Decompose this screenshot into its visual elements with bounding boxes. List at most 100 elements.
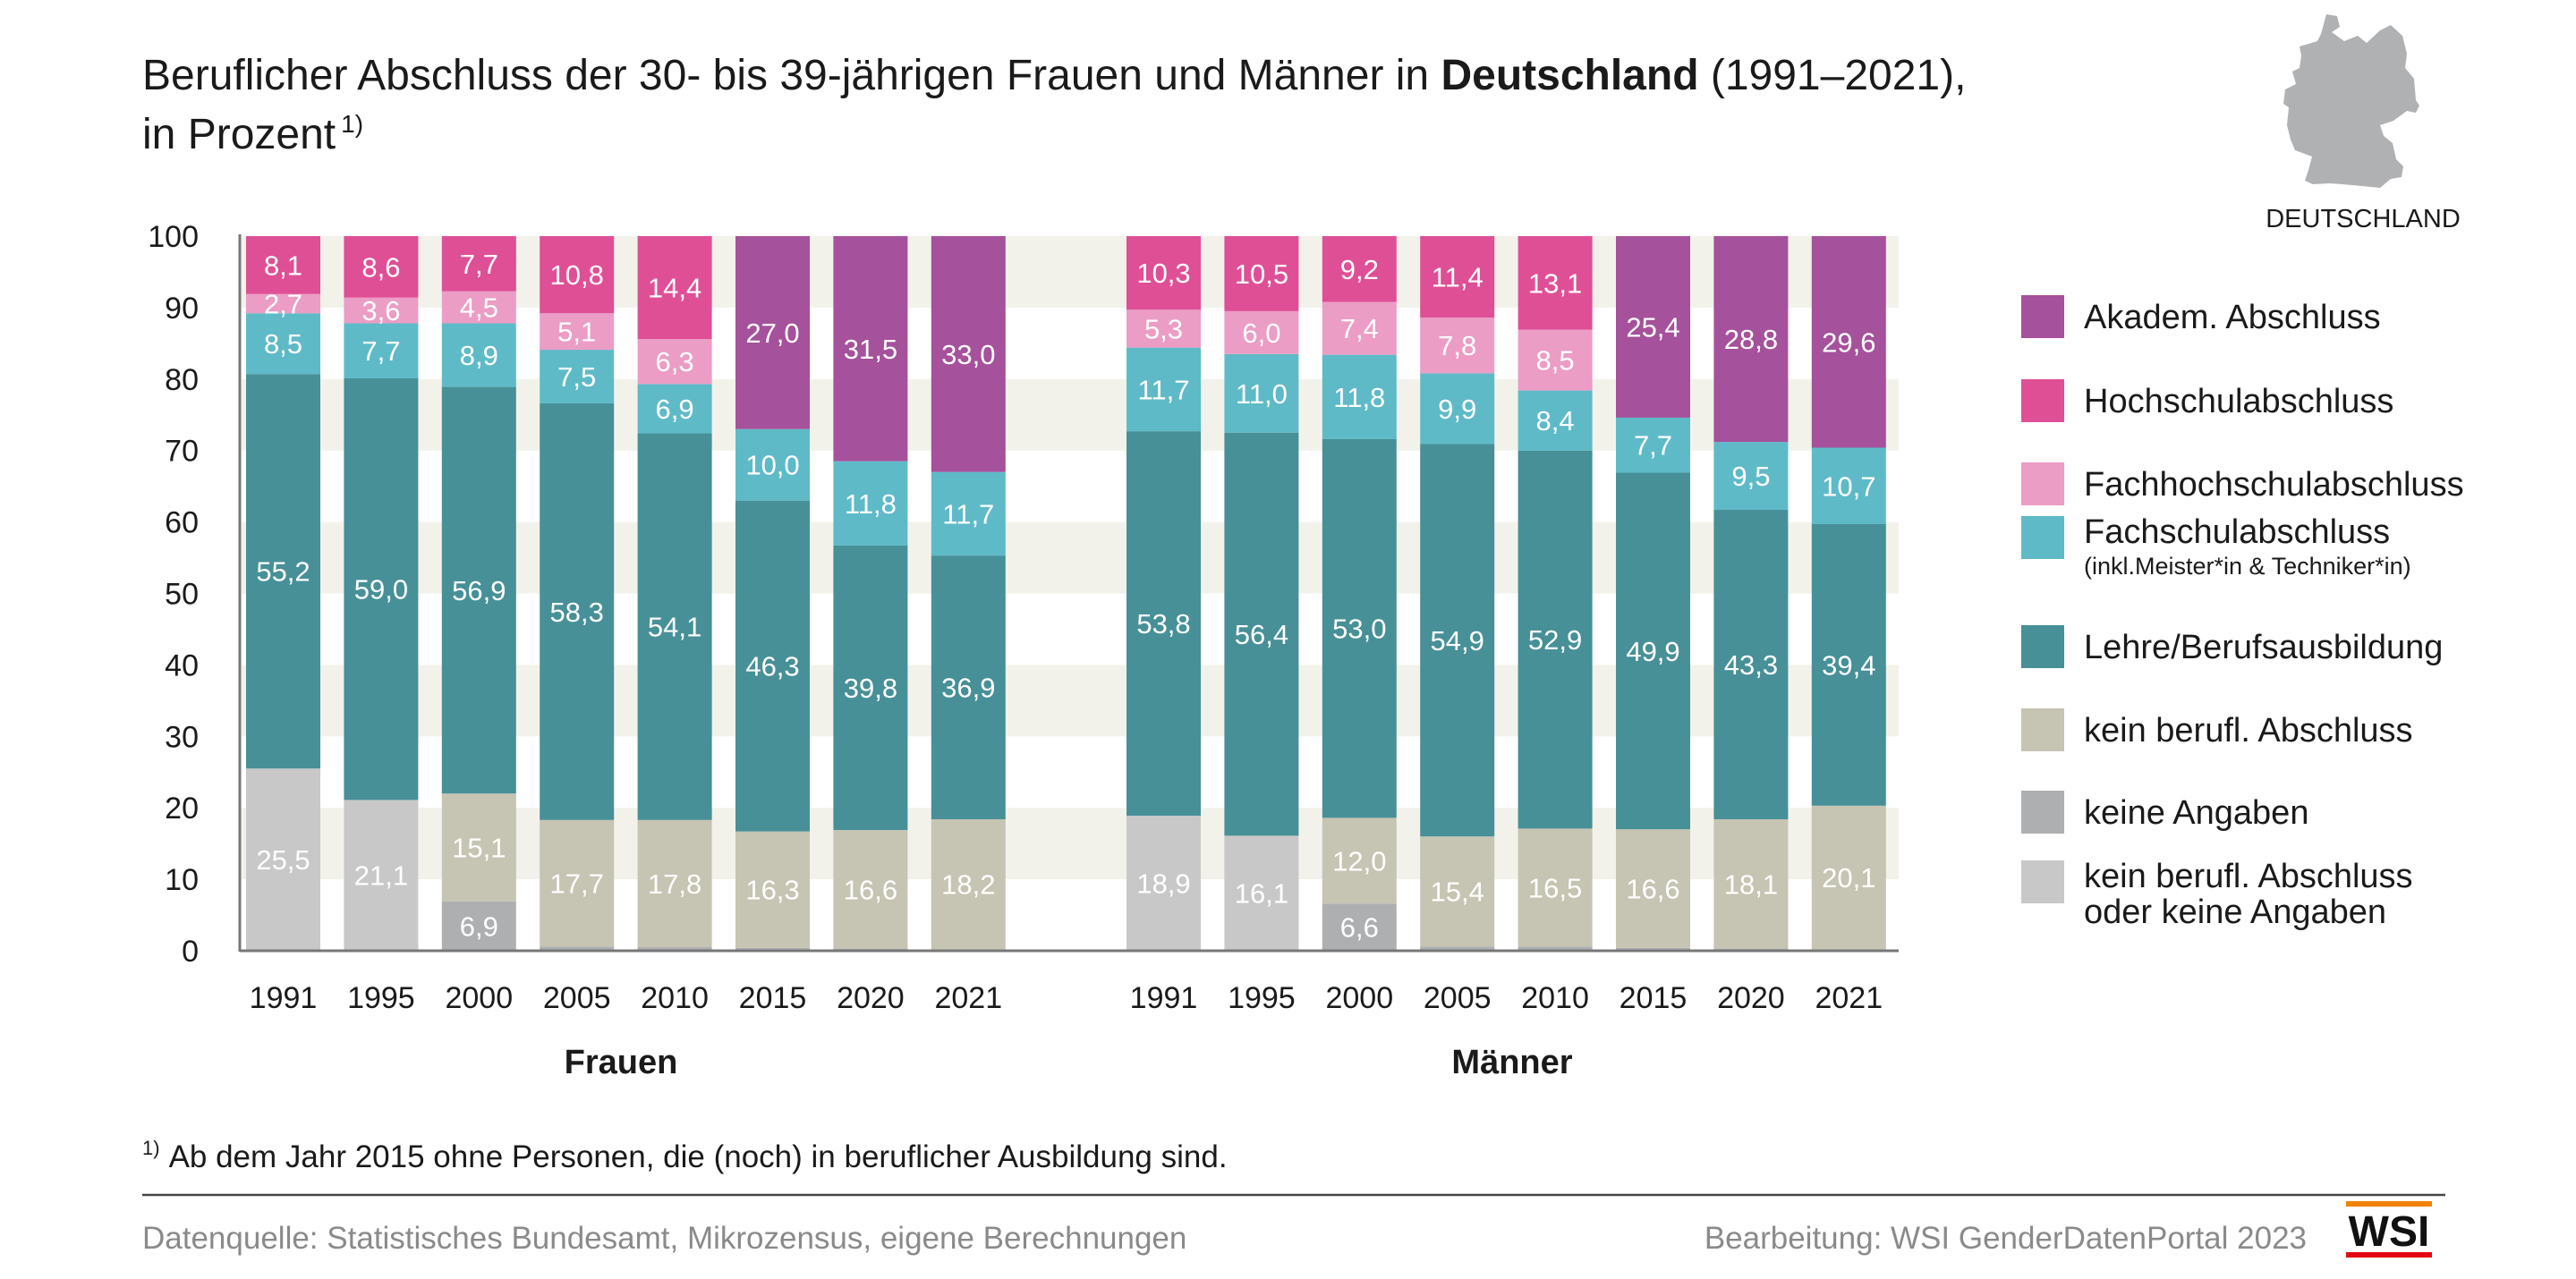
- legend-label: Fachschulabschluss: [2084, 513, 2390, 551]
- data-label: 8,5: [264, 328, 302, 360]
- bar-segment-fh: [441, 291, 516, 324]
- bar-segment-kombi: [246, 768, 320, 951]
- bar-segment-kein: [833, 829, 908, 949]
- bar-segment-fachschul: [637, 384, 712, 434]
- data-label: 49,9: [1626, 636, 1679, 667]
- bar-segment-lehre: [1713, 510, 1789, 819]
- stacked-bar: 17,8 54,1 6,9 6,3 14,4: [637, 236, 712, 951]
- bar-segment-kein: [1322, 817, 1397, 904]
- bar-segment-lehre: [1616, 472, 1690, 830]
- footnote: 1) Ab dem Jahr 2015 ohne Personen, die (n…: [142, 1137, 1228, 1174]
- data-label: 18,1: [1724, 868, 1778, 900]
- bar-segment-fachschul: [246, 313, 320, 375]
- bar-segment-kombi: [1224, 835, 1299, 951]
- legend-label: kein berufl. Abschluss: [2084, 858, 2413, 895]
- bar-segment-hs: [540, 236, 615, 314]
- x-tick-label: 2000: [445, 981, 513, 1015]
- bar-segment-hs: [1420, 236, 1495, 318]
- y-tick-label: 0: [182, 935, 199, 969]
- stacked-bar: 6,6 12,0 53,0 11,8 7,4 9,2: [1322, 236, 1397, 951]
- bar-segment-akad: [735, 236, 810, 429]
- data-label: 6,9: [460, 911, 498, 942]
- x-tick-label: 1991: [1130, 981, 1198, 1015]
- data-label: 7,7: [460, 249, 498, 280]
- legend-label: kein berufl. Abschluss: [2084, 712, 2413, 750]
- bar-segment-kombi: [1126, 815, 1201, 951]
- bar-segment-keine: [540, 946, 615, 951]
- data-label: 7,5: [557, 361, 596, 393]
- legend-label: Akadem. Abschluss: [2084, 299, 2381, 336]
- group-label-maenner: Männer: [1451, 1044, 1572, 1081]
- legend-item-kein: kein berufl. Abschluss: [2021, 708, 2413, 751]
- bar-segment-fachschul: [1420, 373, 1495, 445]
- bar-segment-fachschul: [1224, 353, 1299, 433]
- bar-segment-fachschul: [540, 350, 615, 403]
- bar-segment-lehre: [344, 378, 419, 800]
- legend-swatch: [2021, 625, 2064, 668]
- x-tick-label: 2010: [641, 981, 709, 1015]
- data-label: 27,0: [745, 318, 799, 349]
- bar-segment-lehre: [1811, 523, 1886, 806]
- data-label: 5,1: [557, 317, 596, 348]
- bar-segment-fachschul: [1811, 447, 1886, 524]
- bar-segment-fachschul: [1713, 442, 1789, 511]
- data-label: 9,9: [1438, 394, 1476, 425]
- y-tick-label: 80: [165, 363, 199, 397]
- bar-segment-lehre: [1126, 431, 1201, 816]
- data-label: 39,4: [1822, 649, 1875, 681]
- data-label: 21,1: [354, 860, 408, 892]
- bar-segment-kombi: [344, 800, 419, 951]
- data-label: 6,9: [656, 394, 694, 425]
- svg-text:WSI: WSI: [2349, 1208, 2430, 1256]
- data-label: 10,5: [1235, 258, 1288, 290]
- data-label: 15,4: [1431, 877, 1484, 908]
- data-label: 56,9: [452, 575, 506, 606]
- data-label: 54,9: [1431, 625, 1484, 656]
- data-label: 28,8: [1724, 324, 1778, 355]
- data-label: 9,2: [1340, 254, 1379, 285]
- x-tick-label: 2005: [543, 981, 611, 1015]
- group-label-frauen: Frauen: [565, 1044, 678, 1081]
- bar-segment-hs: [637, 236, 712, 340]
- bar-segment-hs: [1126, 236, 1201, 310]
- bar-segment-hs: [1518, 236, 1593, 330]
- legend-label: Fachhochschulabschluss: [2084, 466, 2464, 504]
- bar-segment-akad: [1811, 236, 1886, 448]
- bar-segment-lehre: [246, 374, 320, 769]
- bar-segment-hs: [1224, 236, 1299, 311]
- legend-item-keine: keine Angaben: [2021, 791, 2308, 834]
- bar-segment-fachschul: [735, 428, 810, 501]
- bar-segment-fh: [1420, 318, 1495, 374]
- map-label: DEUTSCHLAND: [2266, 205, 2461, 233]
- x-tick-label: 2000: [1325, 981, 1393, 1015]
- data-label: 16,6: [844, 874, 897, 905]
- y-tick-label: 30: [165, 720, 199, 754]
- x-tick-label: 2020: [1717, 981, 1785, 1015]
- data-label: 43,3: [1724, 649, 1778, 681]
- data-label: 16,5: [1528, 872, 1582, 903]
- x-tick-label: 1991: [250, 981, 318, 1015]
- bar-segment-hs: [1322, 236, 1397, 302]
- data-label: 52,9: [1528, 624, 1582, 656]
- data-label: 16,3: [745, 875, 799, 906]
- stacked-bar: 16,6 49,9 7,7 25,4: [1616, 236, 1690, 951]
- data-label: 6,3: [656, 346, 694, 377]
- data-label: 10,3: [1136, 258, 1190, 289]
- y-tick-label: 40: [165, 648, 199, 682]
- source-text: Datenquelle: Statistisches Bundesamt, Mi…: [142, 1221, 1186, 1256]
- data-label: 10,8: [550, 259, 604, 291]
- data-label: 11,8: [1333, 382, 1385, 413]
- data-label: 56,4: [1235, 619, 1288, 650]
- stacked-bar: 18,1 43,3 9,5 28,8: [1713, 236, 1789, 951]
- data-label: 18,2: [941, 869, 995, 901]
- data-label: 54,1: [648, 612, 701, 643]
- legend-item-lehre: Lehre/Berufsausbildung: [2021, 625, 2443, 668]
- data-label: 25,4: [1626, 311, 1679, 343]
- y-tick-label: 50: [165, 578, 199, 612]
- bar-segment-akad: [931, 236, 1006, 472]
- bar-segment-lehre: [637, 433, 712, 820]
- data-label: 18,9: [1136, 868, 1190, 899]
- bar-segment-lehre: [735, 500, 810, 832]
- legend-label: Hochschulabschluss: [2084, 383, 2393, 420]
- data-label: 8,6: [361, 251, 400, 283]
